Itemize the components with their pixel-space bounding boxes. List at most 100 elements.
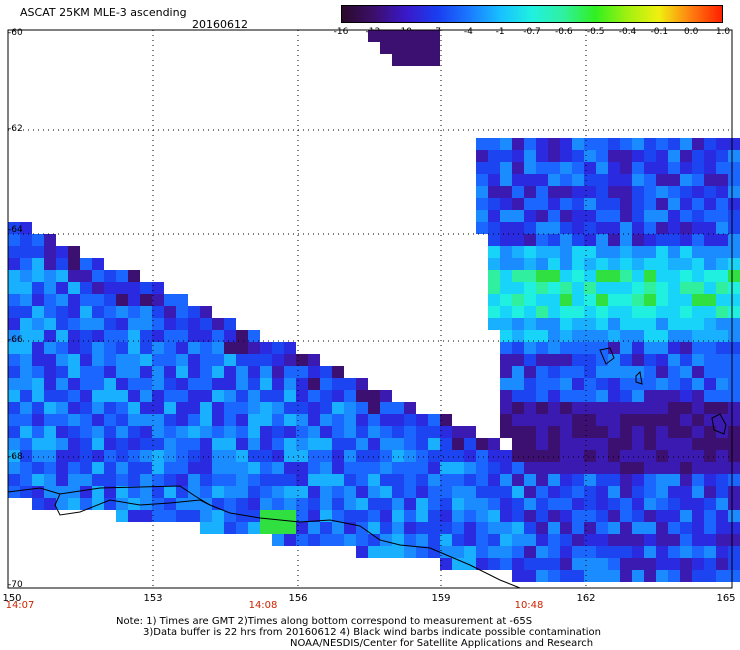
swath-cell [500,186,512,198]
swath-cell [572,438,584,450]
swath-cell [92,258,104,270]
swath-cell [656,234,668,246]
swath-cell [512,366,524,378]
swath-cell [308,390,320,402]
swath-cell [236,378,248,390]
swath-cell [188,318,200,330]
swath-cell [404,426,416,438]
swath-cell [320,534,332,546]
swath-cell [728,450,740,462]
lat-label-66: -66 [8,335,23,345]
swath-cell [488,282,500,294]
swath-cell [656,162,668,174]
swath-cell [188,414,200,426]
swath-cell [560,150,572,162]
swath-cell [668,294,680,306]
swath-cell [596,450,608,462]
swath-cell [704,294,716,306]
swath-cell [296,534,308,546]
swath-cell [656,246,668,258]
swath-cell [668,198,680,210]
swath-cell [500,342,512,354]
swath-cell [188,486,200,498]
swath-cell [656,366,668,378]
swath-cell [80,306,92,318]
swath-cell [152,414,164,426]
swath-cell [416,450,428,462]
swath-cell [620,438,632,450]
swath-cell [680,318,692,330]
swath-cell [344,378,356,390]
swath-cell [44,282,56,294]
swath-cell [680,138,692,150]
swath-cell [644,330,656,342]
swath-cell [512,210,524,222]
swath-cell [692,186,704,198]
swath-cell [536,342,548,354]
swath-cell [692,486,704,498]
swath-cell [536,462,548,474]
swath-cell [704,186,716,198]
swath-cell [380,486,392,498]
swath-cell [560,390,572,402]
swath-cell [80,462,92,474]
swath-cell [464,426,476,438]
swath-cell [680,426,692,438]
swath-cell [704,462,716,474]
swath-cell [176,354,188,366]
swath-cell [596,378,608,390]
swath-cell [104,330,116,342]
swath-cell [296,402,308,414]
swath-cell [128,282,140,294]
swath-cell [584,534,596,546]
swath-cell [524,282,536,294]
swath-cell [440,438,452,450]
swath-cell [308,522,320,534]
swath-cell [224,342,236,354]
swath-cell [356,402,368,414]
swath-cell [548,426,560,438]
swath-cell [32,366,44,378]
swath-cell [632,234,644,246]
swath-cell [680,438,692,450]
swath-cell [632,390,644,402]
swath-cell [608,486,620,498]
swath-cell [104,306,116,318]
swath-cell [584,282,596,294]
swath-cell [92,498,104,510]
lon-label-159: 159 [431,593,451,604]
swath-cell [680,498,692,510]
swath-cell [452,498,464,510]
swath-cell [608,210,620,222]
swath-cell [572,522,584,534]
swath-cell [716,366,728,378]
swath-cell [512,342,524,354]
swath-cell [452,486,464,498]
swath-cell [224,522,236,534]
swath-cell [68,306,80,318]
swath-cell [248,510,260,522]
swath-cell [68,426,80,438]
swath-cell [608,438,620,450]
swath-cell [692,546,704,558]
swath-cell [296,498,308,510]
swath-cell [536,558,548,570]
swath-cell [332,474,344,486]
swath-cell [152,330,164,342]
swath-cell [140,414,152,426]
swath-cell [44,426,56,438]
swath-cell [236,486,248,498]
swath-cell [632,354,644,366]
swath-cell [20,366,32,378]
swath-cell [500,282,512,294]
swath-cell [416,30,428,42]
swath-cell [464,558,476,570]
swath-cell [704,258,716,270]
swath-cell [572,390,584,402]
swath-cell [548,486,560,498]
swath-cell [524,534,536,546]
swath-cell [716,150,728,162]
graticule-layer [8,30,732,588]
swath-cell [644,186,656,198]
swath-cell [152,306,164,318]
